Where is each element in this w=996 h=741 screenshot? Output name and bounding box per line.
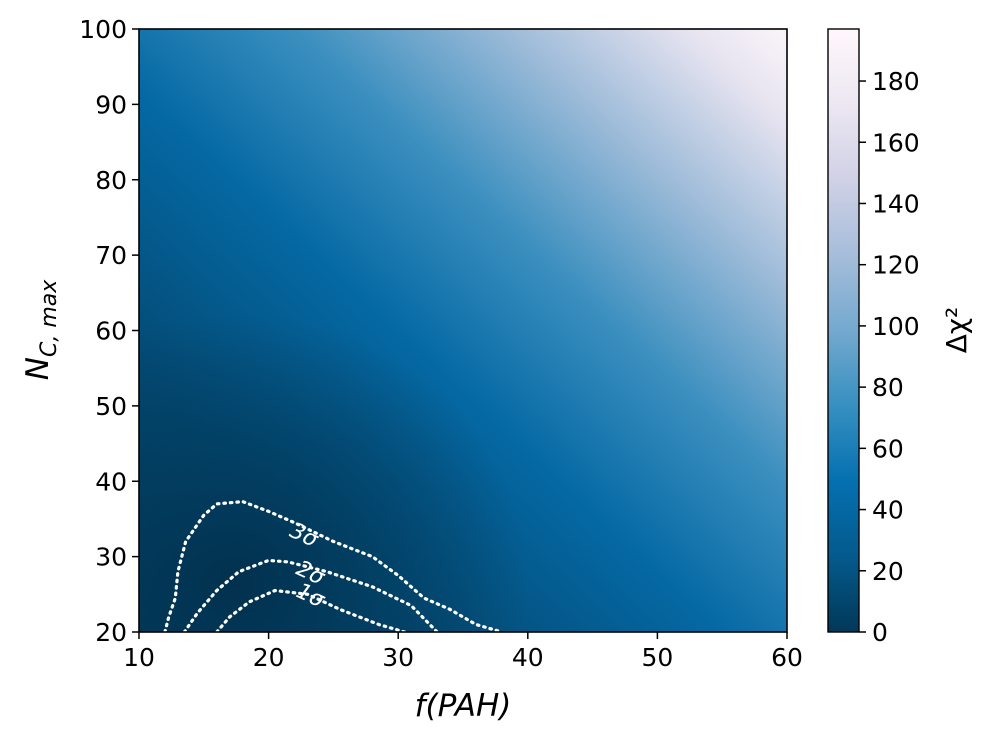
y-tick-label: 40 [95,467,127,496]
y-axis-ticks: 20 30 40 50 60 70 80 90 100 [79,15,139,647]
colorbar [827,28,860,633]
x-axis-label: f(PAH) [415,688,512,724]
colorbar-label-text: Δχ² [940,307,973,354]
colorbar-tick-label: 140 [872,189,920,218]
sigma-contours [163,499,504,632]
colorbar-tick-label: 0 [872,618,888,647]
y-tick-label: 50 [95,392,127,421]
colorbar-tick-label: 40 [872,496,904,525]
colorbar-tick-label: 180 [872,67,920,96]
colorbar-tick-label: 160 [872,128,920,157]
colorbar-tick-label: 100 [872,312,920,341]
x-axis-ticks: 10 20 30 40 50 60 [123,632,803,672]
x-axis-label-func: f(PAH) [415,688,512,724]
x-tick-label: 30 [382,643,414,672]
colorbar-label: Δχ² [940,307,973,354]
x-tick-label: 20 [253,643,285,672]
colorbar-ticks: 0 20 40 60 80 100 120 140 160 180 [859,67,920,647]
y-axis-label: NC, max [20,279,62,380]
colorbar-tick-label: 20 [872,557,904,586]
y-tick-label: 90 [95,90,127,119]
y-tick-label: 80 [95,166,127,195]
y-axis-label-text: NC, max [20,279,62,380]
contour-1sigma [215,588,407,632]
y-tick-label: 60 [95,317,127,346]
y-tick-label: 30 [95,543,127,572]
contour-2sigma [182,558,439,632]
y-tick-label: 20 [95,618,127,647]
colorbar-tick-label: 60 [872,434,904,463]
y-tick-label: 100 [79,15,127,44]
contour-3sigma [163,499,504,632]
colorbar-tick-label: 80 [872,373,904,402]
y-axis-label-subscript: C, max [37,279,62,357]
colorbar-tick-label: 120 [872,251,920,280]
heatmap-minimum-region [139,29,787,632]
x-tick-label: 50 [641,643,673,672]
y-axis-label-base: N [20,357,56,380]
x-tick-label: 60 [771,643,803,672]
y-tick-label: 70 [95,241,127,270]
x-tick-label: 40 [512,643,544,672]
x-tick-label: 10 [123,643,155,672]
